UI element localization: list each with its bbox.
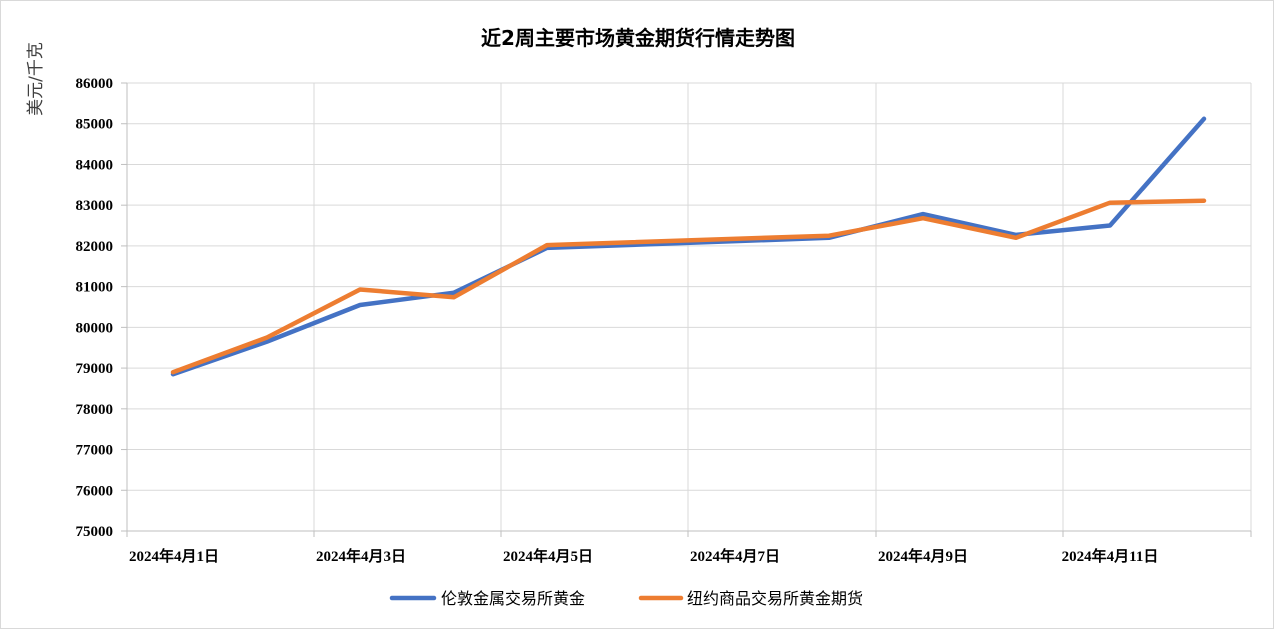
x-tick-label: 2024年4月9日 <box>878 547 968 565</box>
y-tick-label: 79000 <box>76 361 114 377</box>
y-tick-label: 78000 <box>76 402 114 418</box>
axes <box>121 82 1252 537</box>
y-tick-label: 76000 <box>76 483 114 499</box>
x-tick-labels: 2024年4月1日 2024年4月3日 2024年4月5日 2024年4月7日 2024… <box>129 547 1158 565</box>
x-tick-label: 2024年4月7日 <box>690 547 780 565</box>
y-axis-label: 美元/千克 <box>26 42 46 116</box>
x-tick-label: 2024年4月3日 <box>316 547 406 565</box>
y-tick-label: 84000 <box>76 157 114 173</box>
y-tick-label: 75000 <box>76 524 114 540</box>
series-line-1 <box>170 198 1207 375</box>
x-tick-label: 2024年4月11日 <box>1062 547 1159 565</box>
y-tick-label: 77000 <box>76 443 114 459</box>
y-tick-label: 83000 <box>76 198 114 214</box>
y-tick-label: 80000 <box>76 320 114 336</box>
x-tick-label: 2024年4月5日 <box>503 547 593 565</box>
y-tick-label: 82000 <box>76 239 114 255</box>
grid-lines <box>126 82 1252 531</box>
y-tick-label: 85000 <box>76 117 114 133</box>
legend-label-1: 纽约商品交易所黄金期货 <box>687 589 863 608</box>
series-lines <box>170 116 1207 377</box>
chart-title: 近2周主要市场黄金期货行情走势图 <box>481 26 795 50</box>
y-tick-label: 81000 <box>76 280 114 296</box>
series-line-0 <box>170 116 1207 377</box>
y-tick-labels: 75000 76000 77000 78000 79000 80000 81000 82000… <box>76 76 114 540</box>
legend-label-0: 伦敦金属交易所黄金 <box>441 589 585 608</box>
legend: 伦敦金属交易所黄金 纽约商品交易所黄金期货 <box>389 589 863 608</box>
x-tick-label: 2024年4月1日 <box>129 547 219 565</box>
y-tick-label: 86000 <box>76 76 114 92</box>
